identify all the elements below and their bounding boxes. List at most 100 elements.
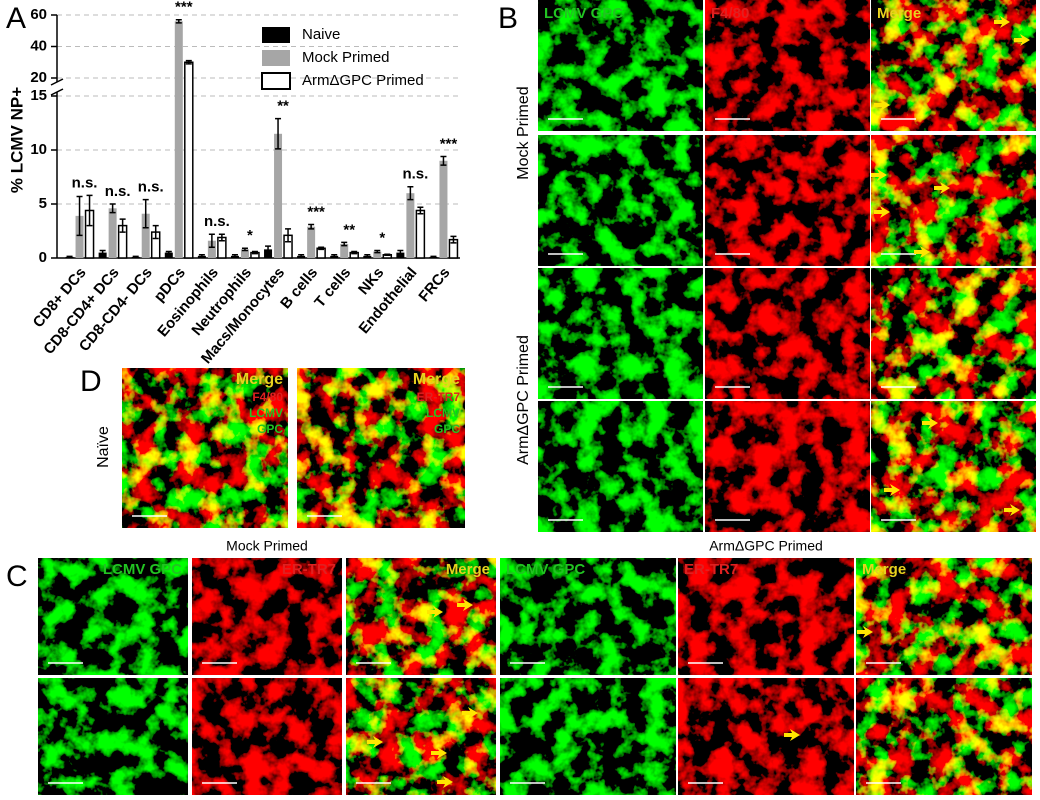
annotation: *** [440, 135, 458, 152]
micrograph [538, 0, 703, 131]
error-bar [407, 185, 414, 201]
legend-swatch [262, 50, 290, 66]
error-bar [417, 206, 424, 215]
micrograph [705, 401, 870, 532]
error-bar [152, 224, 159, 240]
arrow [874, 206, 890, 218]
micrograph [538, 401, 703, 532]
column-label: Merge [446, 561, 490, 578]
row-label: Mock Primed [515, 86, 532, 179]
error-bar [265, 245, 272, 254]
error-bar [440, 155, 447, 166]
error-bar [76, 195, 83, 237]
micrograph [538, 268, 703, 399]
bar [415, 209, 426, 259]
arrow [437, 776, 453, 788]
micrograph [705, 0, 870, 131]
column-label: Merge [877, 5, 921, 22]
arrow [784, 729, 800, 741]
bar [207, 240, 216, 258]
micrograph [346, 558, 496, 675]
legend-swatch [261, 72, 291, 90]
x-tick-label: T cells [311, 264, 354, 311]
image-label: Merge [236, 371, 283, 388]
panel-label: B [498, 2, 518, 35]
image-label: LCMV [426, 406, 460, 420]
y-tick-label: 10 [30, 141, 47, 158]
error-bar [165, 250, 172, 255]
group-title: ArmΔGPC Primed [709, 538, 823, 554]
column-label: LCMV GPC [103, 561, 182, 578]
panel-label: D [80, 365, 102, 398]
error-bar [198, 254, 205, 258]
axis-break [50, 78, 64, 86]
micrograph [705, 135, 870, 266]
micrograph [871, 135, 1036, 266]
error-bar [430, 255, 437, 259]
row-label: ArmΔGPC Primed [515, 335, 532, 465]
error-bar [351, 250, 358, 255]
error-bar [86, 194, 93, 227]
annotation: *** [307, 203, 325, 220]
micrograph [538, 135, 703, 266]
micrograph [192, 678, 342, 795]
legend-swatch [262, 27, 290, 43]
micrograph [678, 558, 854, 675]
arrow [874, 99, 890, 111]
image-label: GPC [434, 422, 460, 436]
annotation: * [379, 229, 385, 246]
error-bar [132, 255, 139, 259]
arrow [922, 417, 938, 429]
error-bar [364, 254, 371, 258]
image-label: F4/80 [252, 390, 283, 404]
micrograph [192, 558, 342, 675]
micrograph [297, 368, 465, 528]
annotation: n.s. [138, 179, 164, 196]
bar [406, 193, 415, 258]
micrograph [871, 401, 1036, 532]
bar [164, 252, 173, 258]
error-bar [285, 228, 292, 243]
micrograph [500, 558, 676, 675]
annotation: n.s. [105, 183, 131, 200]
micrograph [122, 368, 288, 528]
micrograph [705, 268, 870, 399]
error-bar [99, 249, 106, 256]
error-bar [231, 254, 238, 258]
legend-label: Naive [302, 26, 340, 43]
column-label: LCMV GPC [544, 5, 623, 22]
axis-break [50, 88, 64, 96]
micrograph [38, 558, 188, 675]
bar [240, 249, 249, 258]
error-bar [341, 241, 348, 247]
panel-label: C [6, 560, 28, 593]
arrow [934, 182, 950, 194]
y-tick-label: 20 [30, 69, 47, 86]
error-bar [450, 235, 457, 244]
annotation: ** [277, 98, 289, 115]
panel-label: A [6, 2, 26, 35]
error-bar [308, 223, 315, 230]
column-label: ER-TR7 [684, 561, 738, 578]
bar [174, 21, 183, 258]
error-bar [109, 203, 116, 214]
micrograph [38, 678, 188, 795]
arrow [462, 707, 478, 719]
annotation: n.s. [204, 213, 230, 230]
x-tick-label: B cells [277, 264, 321, 312]
arrow [994, 16, 1010, 28]
annotation: n.s. [402, 166, 428, 183]
arrow [431, 747, 447, 759]
error-bar [384, 253, 391, 257]
legend-label: ArmΔGPC Primed [302, 72, 424, 89]
bar [439, 160, 448, 258]
error-bar [318, 246, 325, 251]
arrow [427, 606, 443, 618]
error-bar [331, 254, 338, 258]
y-tick-label: 40 [30, 37, 47, 54]
image-label: GPC [257, 422, 283, 436]
micrograph [856, 558, 1032, 675]
micrograph [871, 268, 1036, 399]
